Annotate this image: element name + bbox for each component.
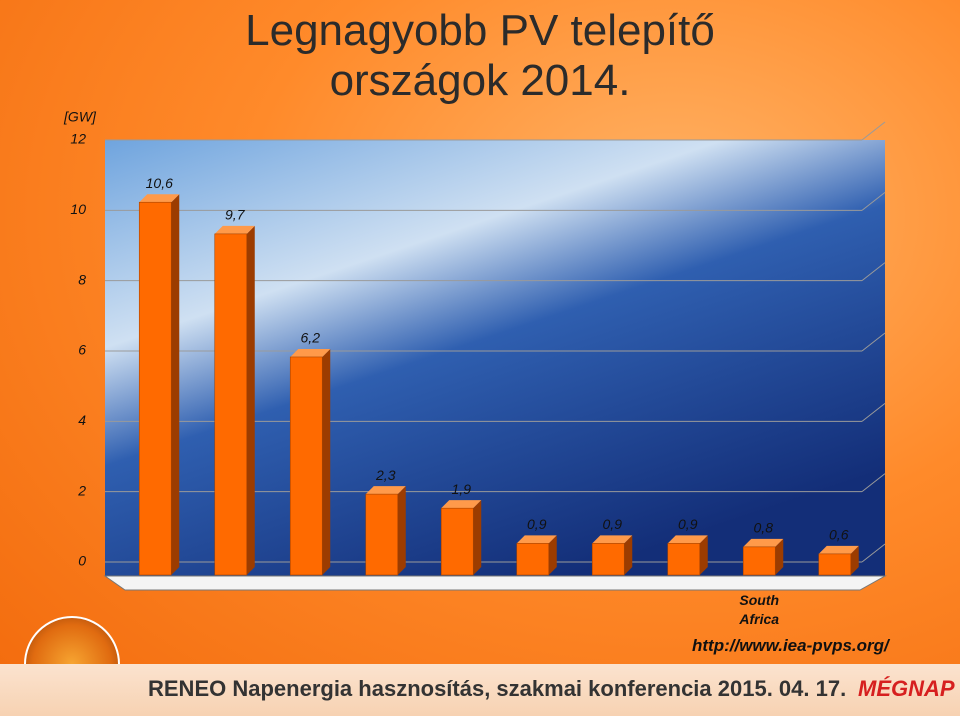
y-tick-label: 2 [77,482,86,498]
bar-top [818,545,859,554]
y-axis-label: [GW] [63,109,97,125]
floor [103,575,887,591]
grid-line-side [861,543,886,563]
bar-top [743,538,784,547]
bar-side [850,545,859,575]
bar-side [548,535,557,575]
value-label: 1,9 [452,481,472,497]
bar [742,546,776,576]
bar-side [775,538,784,575]
bar-side [473,500,482,575]
y-tick-label: 10 [70,201,86,217]
footer-text: RENEO Napenergia hasznosítás, szakmai ko… [148,676,847,701]
bar [516,543,550,576]
value-label: 10,6 [146,175,173,191]
bar [289,356,323,576]
footer-bar [0,664,960,716]
y-tick-label: 8 [78,271,86,287]
bar [440,507,474,576]
grid-line-side [861,121,886,141]
value-label: 6,2 [301,330,321,346]
y-tick-label: 4 [78,412,86,428]
bar-side [322,348,331,575]
grid-line-side [861,332,886,352]
grid-line-side [861,473,886,493]
bar-top [365,486,406,495]
x-tick-label: South Africa [738,592,779,627]
bar [818,553,852,576]
title: Legnagyobb PV telepítő országok 2014. [245,6,715,105]
value-label: 0,9 [527,516,547,532]
bar-top [441,500,482,509]
value-label: 0,6 [829,527,849,543]
value-label: 0,9 [678,516,698,532]
value-label: 0,8 [754,520,774,536]
value-label: 2,3 [375,467,396,483]
bar [365,493,399,576]
bar-top [290,348,331,357]
bar-top [516,535,557,544]
grid-line-side [861,191,886,211]
y-tick-label: 0 [78,553,86,569]
value-label: 0,9 [603,516,623,532]
bar-top [139,194,180,203]
bar-side [699,535,708,575]
y-tick-label: 12 [70,131,86,147]
grid-line-side [861,262,886,282]
y-tick-label: 6 [78,342,86,358]
value-label: 9,7 [225,207,246,223]
source-url: http://www.iea-pvps.org/ [692,636,889,655]
bar [214,233,248,576]
bar-side [171,194,180,575]
bar [667,543,701,576]
logo-text: MÉGNAP [858,676,955,701]
bar-side [246,225,255,575]
bar [138,201,172,576]
bar-top [667,535,708,544]
bar-top [592,535,633,544]
bar-side [624,535,633,575]
bar-side [397,486,406,575]
grid-line-side [861,402,886,422]
bar [591,543,625,576]
bar-top [214,225,255,234]
